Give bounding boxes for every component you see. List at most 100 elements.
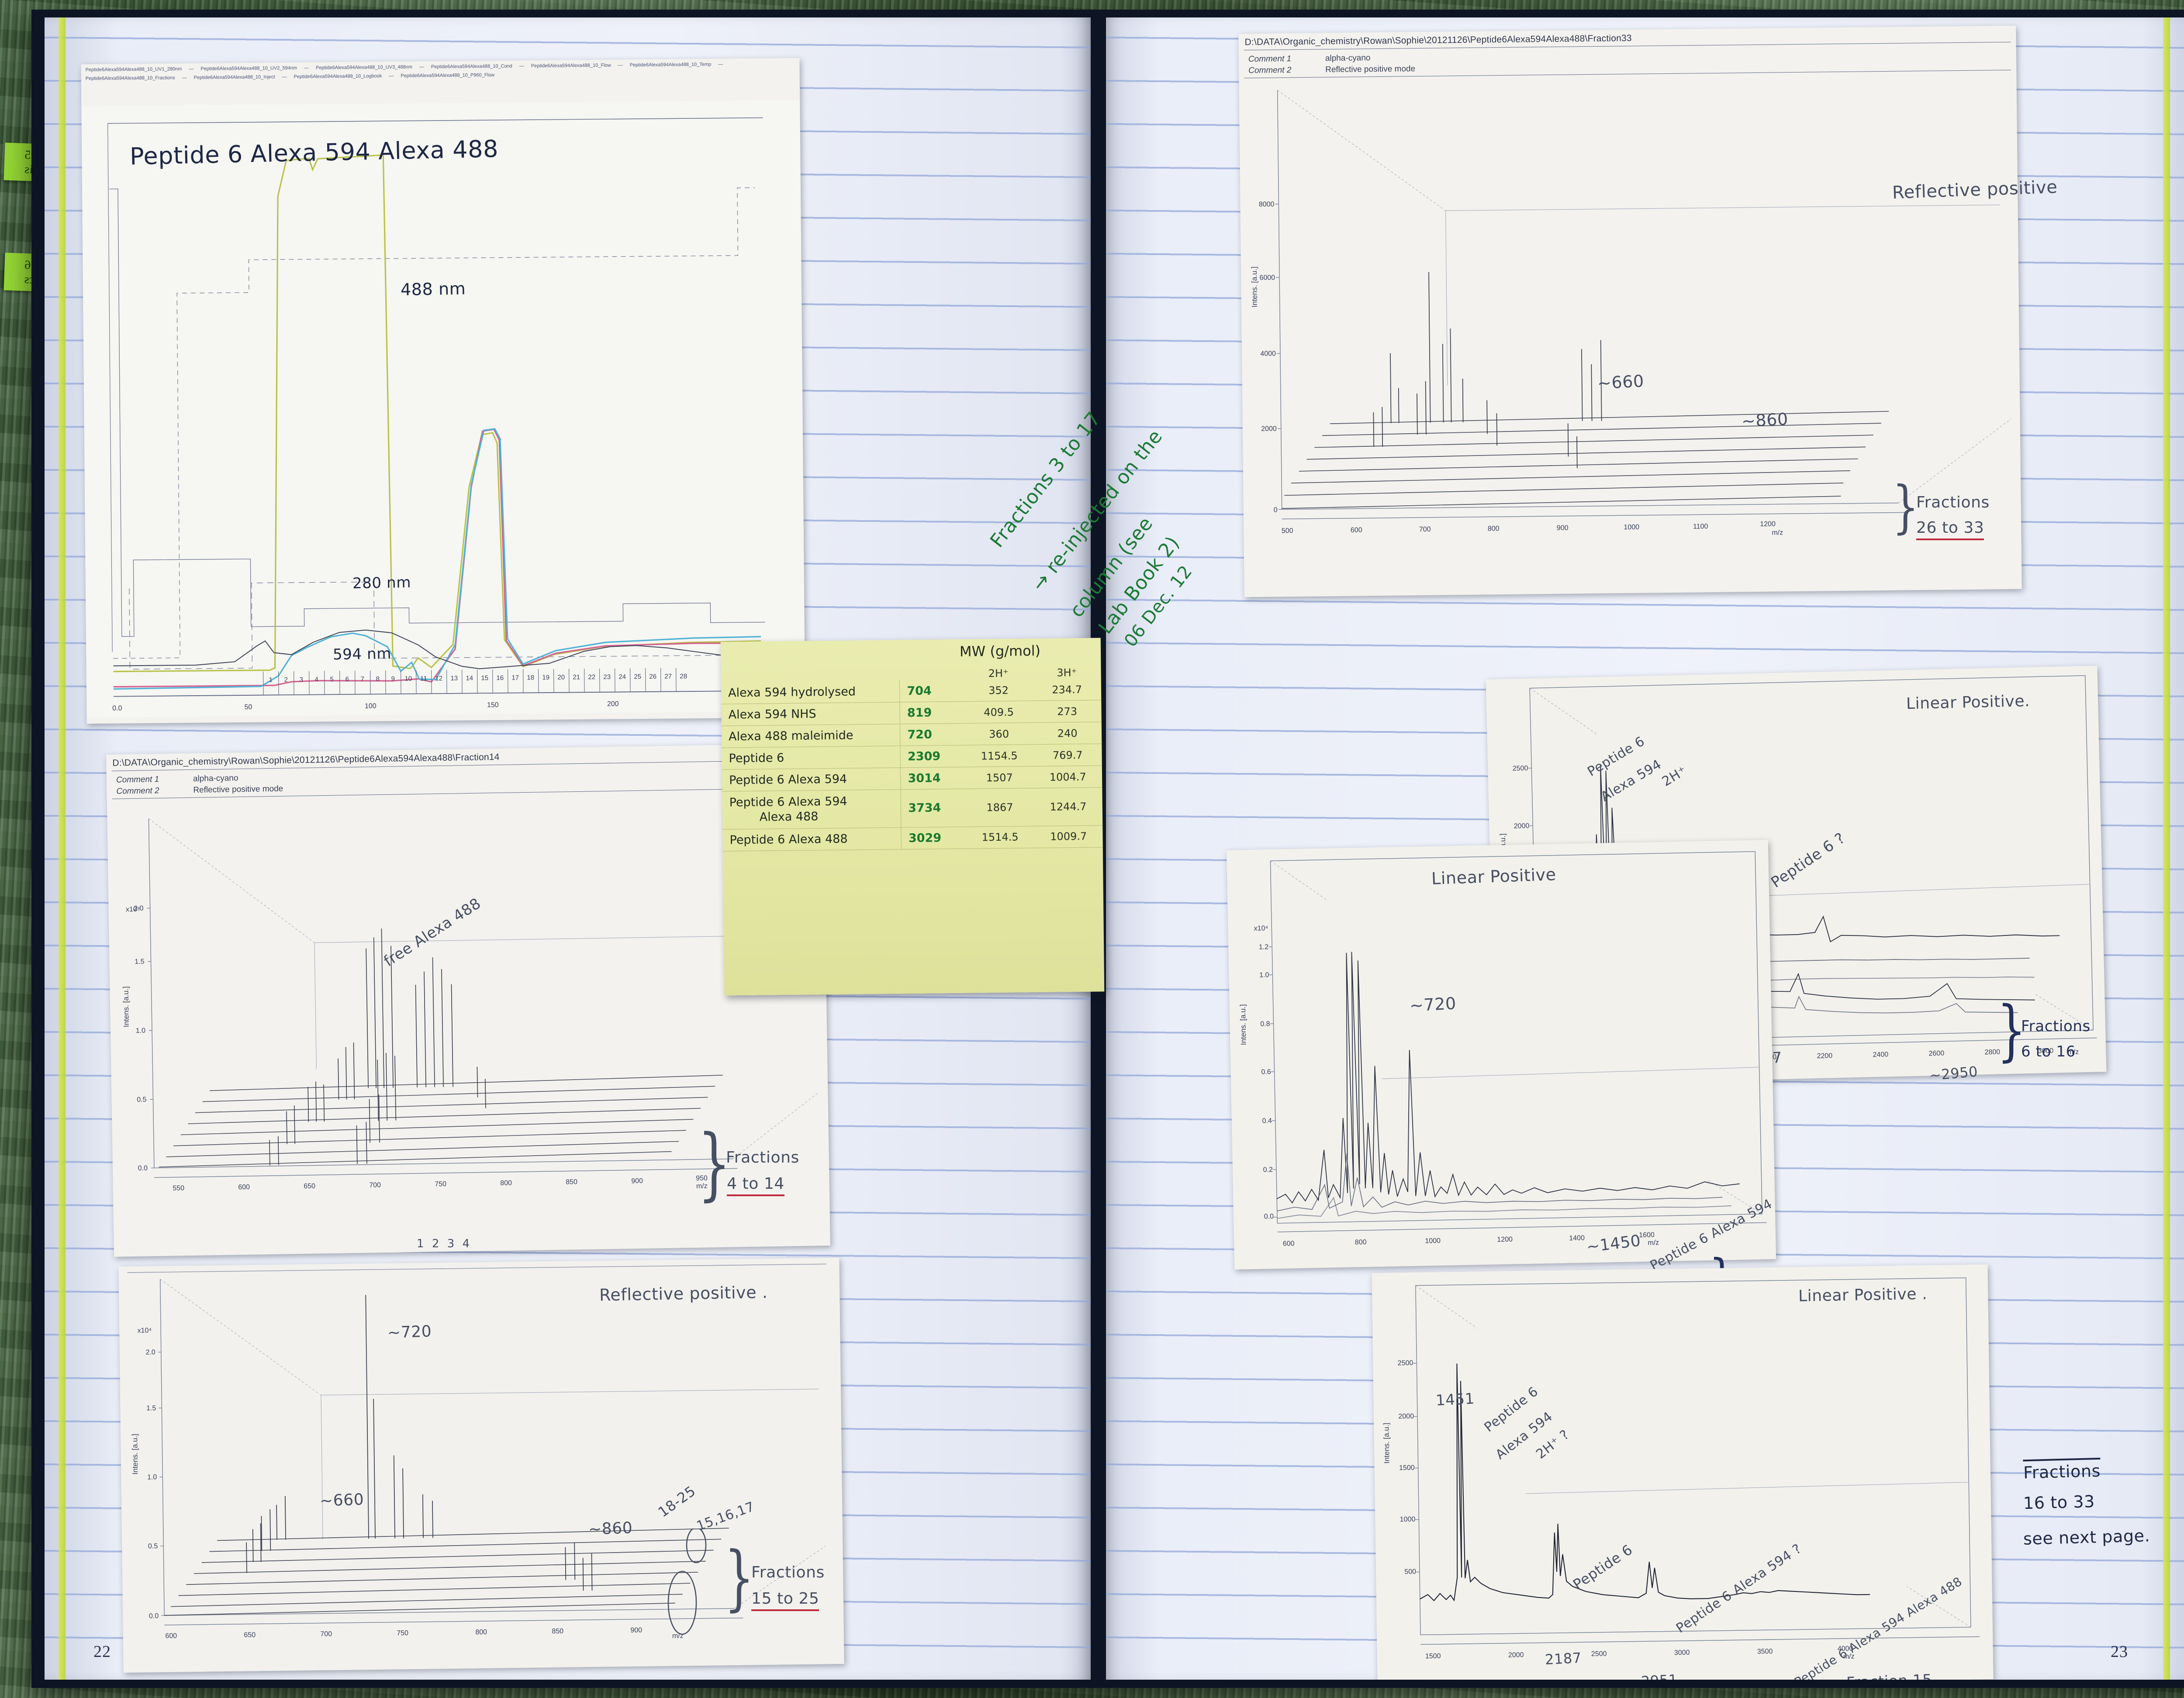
row-mw: 720	[900, 723, 965, 746]
fraction33-brace: }	[1892, 474, 1919, 540]
svg-text:8000: 8000	[1259, 201, 1275, 208]
trace-label-594: 594 nm	[332, 645, 392, 664]
notebook-page-right: 23 D:\DATA\Organic_chemistry\Rowan\Sophi…	[1106, 17, 2184, 1680]
refl-positive-printout: Intens. [a.u.] x10⁴ 0.0 0.5 1.0 1.5 2.0	[118, 1257, 844, 1673]
header-blank	[721, 640, 899, 666]
row-mw: 819	[900, 701, 965, 724]
svg-text:Intens. [a.u.]: Intens. [a.u.]	[1239, 1004, 1248, 1045]
row-2h: 360	[964, 722, 1033, 745]
svg-text:2: 2	[284, 676, 288, 683]
row-name: Peptide 6 Alexa 488	[722, 827, 902, 851]
comment2-value: Reflective positive mode	[193, 784, 283, 795]
svg-text:900: 900	[1557, 525, 1569, 532]
mw-table: MW (g/mol) 2H⁺ 3H⁺ Alexa 594 hydrolysed …	[721, 638, 1103, 851]
legend-item: Peptide6Alexa594Alexa488_10_Fractions	[85, 75, 175, 82]
row-mw: 704	[899, 680, 965, 702]
frac15-peak-1451: 1451	[1435, 1390, 1475, 1410]
svg-text:4: 4	[315, 676, 318, 683]
svg-text:950: 950	[696, 1174, 708, 1182]
comment1-value: alpha-cyano	[1325, 53, 1371, 63]
row-3h: 234.7	[1033, 678, 1102, 701]
legend-dash: —	[419, 64, 424, 70]
svg-text:20: 20	[557, 674, 565, 681]
row-3h: 1244.7	[1033, 787, 1103, 826]
legend-item: Peptide6Alexa594Alexa488_10_Inject	[194, 74, 275, 80]
svg-text:1.0: 1.0	[147, 1474, 157, 1481]
svg-text:800: 800	[475, 1629, 487, 1636]
svg-text:6: 6	[346, 676, 349, 683]
margin-note-line1: Fractions	[2023, 1457, 2101, 1483]
svg-text:6000: 6000	[1259, 274, 1275, 282]
row-name: Alexa 594 NHS	[721, 702, 900, 726]
svg-text:1200: 1200	[1497, 1236, 1513, 1244]
svg-text:0.0: 0.0	[1264, 1213, 1274, 1220]
linear-positive-fraction15-printout: Intens. [a.u.] 500 1000 1500 2000 2500 1500…	[1372, 1264, 1994, 1680]
legend-dash: —	[718, 62, 723, 67]
linear-positive-720-printout: Intens. [a.u.] x10⁴ 0.0 0.2 0.4 0.6 0.8 1.0…	[1226, 840, 1776, 1270]
pencil-circle-annotations	[667, 1529, 707, 1635]
svg-text:x10⁴: x10⁴	[126, 906, 140, 914]
sticky-note-mw-table[interactable]: MW (g/mol) 2H⁺ 3H⁺ Alexa 594 hydrolysed …	[720, 638, 1105, 996]
row-2h: 1507	[965, 766, 1034, 789]
fraction14-brace: }	[698, 1118, 731, 1210]
legend-dash: —	[282, 74, 287, 80]
row-name: Peptide 6	[722, 745, 901, 770]
svg-text:150: 150	[487, 701, 499, 709]
row-name: Alexa 488 maleimide	[721, 724, 901, 748]
svg-text:700: 700	[320, 1630, 332, 1638]
svg-text:24: 24	[619, 673, 626, 680]
svg-text:1100: 1100	[1693, 523, 1708, 530]
row-3h: 1009.7	[1034, 825, 1103, 848]
fraction33-peak-860: ~860	[1741, 409, 1789, 431]
svg-text:1.5: 1.5	[146, 1405, 156, 1412]
col-3h-header: 3H⁺	[1057, 666, 1077, 679]
svg-text:0.0: 0.0	[112, 704, 122, 712]
legend-dash: —	[182, 75, 187, 81]
table-row: Alexa 594 hydrolysed 704 352 234.7	[721, 678, 1102, 704]
svg-text:3000: 3000	[2038, 1047, 2053, 1055]
legend-dash: —	[519, 63, 524, 69]
svg-text:7: 7	[361, 676, 364, 683]
svg-text:10: 10	[404, 675, 412, 683]
mw-header: MW (g/mol)	[959, 642, 1041, 660]
row-2h: 1514.5	[966, 826, 1035, 849]
svg-text:28: 28	[680, 673, 687, 680]
refl-positive-peak-720: ~720	[387, 1322, 432, 1342]
svg-text:Intens. [a.u.]: Intens. [a.u.]	[1382, 1423, 1391, 1464]
table-row: Peptide 6 2309 1154.5 769.7	[722, 743, 1102, 770]
comment1-label: Comment 1	[116, 775, 159, 785]
row-3h: 240	[1033, 721, 1102, 745]
svg-text:0.4: 0.4	[1262, 1117, 1272, 1125]
svg-text:1500: 1500	[1425, 1653, 1441, 1660]
refl-positive-peak-660: ~660	[319, 1491, 364, 1510]
svg-text:0.6: 0.6	[1261, 1068, 1271, 1076]
svg-text:750: 750	[435, 1180, 446, 1188]
svg-text:1600: 1600	[1639, 1231, 1655, 1239]
row-name: Peptide 6 Alexa 594	[722, 767, 901, 792]
fraction33-peak-660: ~660	[1597, 371, 1645, 393]
svg-text:12: 12	[435, 675, 442, 682]
frac15-peak-2187: 2187	[1545, 1649, 1582, 1668]
subheader-blank	[721, 664, 899, 682]
margin-note-line2: 16 to 33	[2023, 1491, 2095, 1513]
lin1450-fraction-note-1: Fractions	[2021, 1018, 2091, 1035]
legend-dash: —	[389, 73, 394, 79]
svg-text:700: 700	[369, 1181, 381, 1189]
svg-text:500: 500	[1282, 527, 1293, 535]
svg-text:2.0: 2.0	[145, 1349, 156, 1356]
svg-text:11: 11	[420, 675, 427, 682]
refl-positive-brace: }	[724, 1537, 755, 1619]
svg-text:1200: 1200	[1760, 521, 1776, 528]
fraction33-fraction-note-1: Fractions	[1916, 494, 1990, 511]
row-mw: 3029	[901, 826, 966, 849]
svg-text:2200: 2200	[1817, 1052, 1832, 1060]
refl-positive-plot: Intens. [a.u.] x10⁴ 0.0 0.5 1.0 1.5 2.0	[118, 1257, 844, 1673]
svg-text:1400: 1400	[1569, 1234, 1585, 1242]
svg-text:27: 27	[664, 673, 672, 680]
svg-text:1500: 1500	[1399, 1464, 1415, 1472]
svg-text:2500: 2500	[1591, 1650, 1607, 1657]
frac15-mode-note: Linear Positive .	[1798, 1285, 1928, 1305]
comment2-label: Comment 2	[116, 786, 159, 796]
svg-text:550: 550	[173, 1184, 184, 1192]
svg-text:0.5: 0.5	[137, 1096, 147, 1104]
